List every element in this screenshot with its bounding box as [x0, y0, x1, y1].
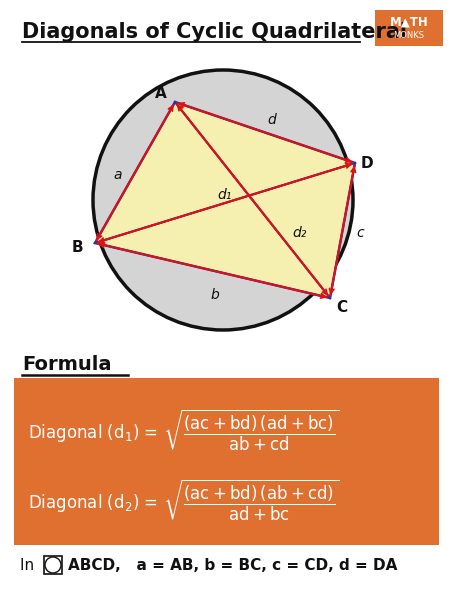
- FancyBboxPatch shape: [14, 378, 439, 545]
- Text: In: In: [20, 557, 39, 572]
- Text: B: B: [71, 239, 83, 254]
- Text: M▲TH: M▲TH: [390, 16, 429, 28]
- Text: d₂: d₂: [293, 226, 307, 240]
- Text: b: b: [211, 288, 219, 302]
- Text: c: c: [356, 226, 364, 240]
- Circle shape: [93, 70, 353, 330]
- Text: d: d: [268, 113, 276, 127]
- Text: A: A: [155, 86, 167, 101]
- Text: C: C: [337, 301, 347, 316]
- FancyBboxPatch shape: [375, 10, 443, 46]
- Text: ABCD,   a = AB, b = BC, c = CD, d = DA: ABCD, a = AB, b = BC, c = CD, d = DA: [68, 557, 397, 572]
- Text: Diagonal (d$_1$) = $\sqrt{\dfrac{\mathrm{(ac + bd)\,(ad + bc)}}{\mathrm{ab + cd}: Diagonal (d$_1$) = $\sqrt{\dfrac{\mathrm…: [28, 407, 340, 453]
- Text: MONKS: MONKS: [394, 31, 424, 40]
- Text: D: D: [361, 155, 373, 170]
- Text: Formula: Formula: [22, 355, 111, 374]
- Circle shape: [45, 557, 61, 573]
- Polygon shape: [95, 102, 355, 298]
- Text: a: a: [114, 168, 122, 182]
- Text: d₁: d₁: [218, 188, 232, 202]
- FancyBboxPatch shape: [44, 556, 62, 574]
- Text: Diagonals of Cyclic Quadrilateral: Diagonals of Cyclic Quadrilateral: [22, 22, 407, 42]
- Text: Diagonal (d$_2$) = $\sqrt{\dfrac{\mathrm{(ac + bd)\,(ab + cd)}}{\mathrm{ad + bc}: Diagonal (d$_2$) = $\sqrt{\dfrac{\mathrm…: [28, 477, 340, 523]
